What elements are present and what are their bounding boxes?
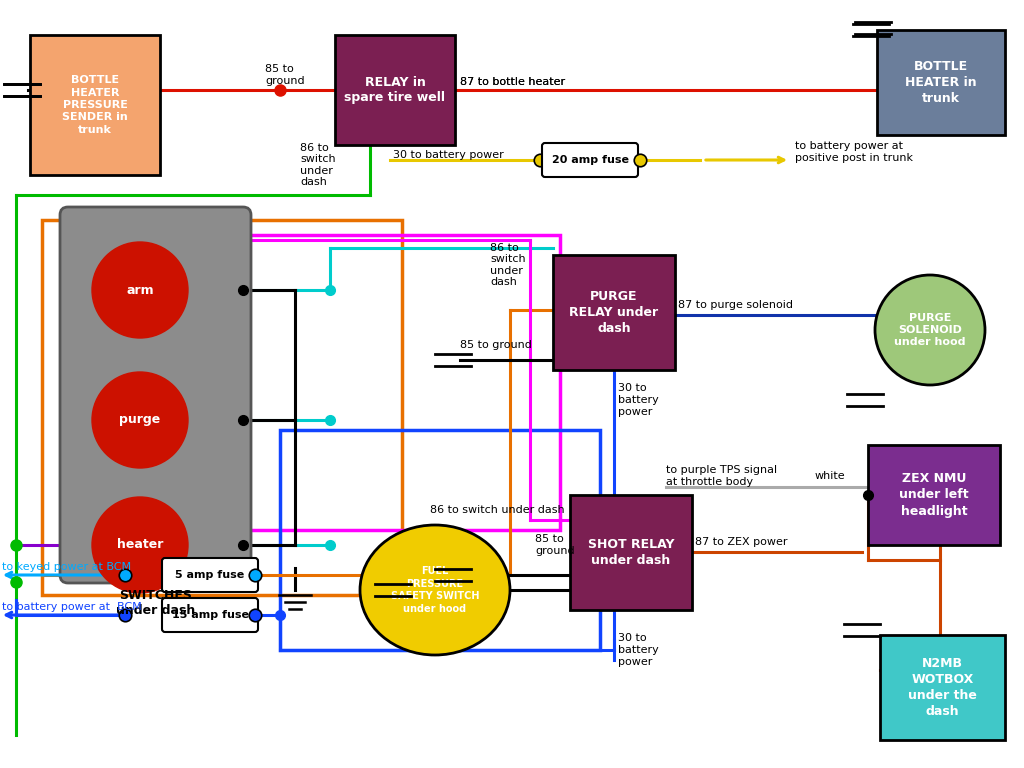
Bar (335, 35, 455, 145)
Bar (868, 445, 1000, 545)
Text: 86 to switch under dash: 86 to switch under dash (430, 505, 564, 515)
Text: 20 amp fuse: 20 amp fuse (552, 155, 629, 165)
Bar (570, 495, 692, 610)
Text: 85 to
ground: 85 to ground (535, 535, 574, 556)
Text: 87 to purge solenoid: 87 to purge solenoid (678, 300, 793, 310)
Bar (553, 255, 675, 370)
Text: RELAY in
spare tire well: RELAY in spare tire well (344, 75, 445, 104)
Bar (30, 35, 160, 175)
FancyBboxPatch shape (162, 598, 258, 632)
Circle shape (874, 275, 985, 385)
Circle shape (92, 372, 188, 468)
Text: to keyed power at BCM: to keyed power at BCM (2, 562, 131, 572)
Bar (120, 235, 560, 530)
Text: PURGE
RELAY under
dash: PURGE RELAY under dash (569, 290, 658, 335)
Text: SWITCHES
under dash: SWITCHES under dash (116, 589, 196, 617)
Text: ZEX NMU
under left
headlight: ZEX NMU under left headlight (899, 472, 969, 518)
Text: N2MB
WOTBOX
under the
dash: N2MB WOTBOX under the dash (908, 657, 977, 718)
Text: white: white (815, 471, 846, 481)
FancyBboxPatch shape (542, 143, 638, 177)
Text: to battery power at  BCM: to battery power at BCM (2, 602, 141, 612)
FancyBboxPatch shape (162, 558, 258, 592)
Text: arm: arm (126, 283, 154, 296)
Circle shape (92, 242, 188, 338)
Text: to purple TPS signal
at throttle body: to purple TPS signal at throttle body (666, 465, 777, 487)
Text: 30 to
battery
power: 30 to battery power (618, 634, 658, 667)
Bar (880, 635, 1005, 740)
Text: SHOT RELAY
under dash: SHOT RELAY under dash (588, 538, 674, 567)
Text: 86 to
switch
under
dash: 86 to switch under dash (490, 243, 525, 287)
Text: 87 to bottle heater: 87 to bottle heater (460, 77, 565, 87)
Text: 87 to bottle heater: 87 to bottle heater (460, 77, 565, 87)
Circle shape (92, 497, 188, 593)
Text: to battery power at
positive post in trunk: to battery power at positive post in tru… (795, 141, 913, 163)
Text: 5 amp fuse: 5 amp fuse (175, 570, 245, 580)
Text: BOTTLE
HEATER
PRESSURE
SENDER in
trunk: BOTTLE HEATER PRESSURE SENDER in trunk (62, 75, 128, 135)
Text: PURGE
SOLENOID
under hood: PURGE SOLENOID under hood (894, 313, 966, 347)
FancyBboxPatch shape (60, 207, 251, 583)
Bar (877, 30, 1005, 135)
Text: 85 to ground: 85 to ground (460, 340, 531, 350)
Text: 15 amp fuse: 15 amp fuse (171, 610, 249, 620)
Text: 86 to
switch
under
dash: 86 to switch under dash (300, 143, 336, 187)
Text: BOTTLE
HEATER in
trunk: BOTTLE HEATER in trunk (905, 60, 977, 105)
Text: heater: heater (117, 538, 163, 551)
Bar (42, 220, 402, 595)
Bar (280, 430, 600, 650)
Ellipse shape (360, 525, 510, 655)
Text: purge: purge (120, 413, 161, 426)
Text: 30 to battery power: 30 to battery power (393, 150, 504, 160)
Text: FUEL
PRESSURE
SAFETY SWITCH
under hood: FUEL PRESSURE SAFETY SWITCH under hood (391, 567, 479, 614)
Text: 87 to ZEX power: 87 to ZEX power (695, 537, 787, 547)
Text: 30 to
battery
power: 30 to battery power (618, 383, 658, 416)
Text: 85 to
ground: 85 to ground (265, 65, 304, 86)
